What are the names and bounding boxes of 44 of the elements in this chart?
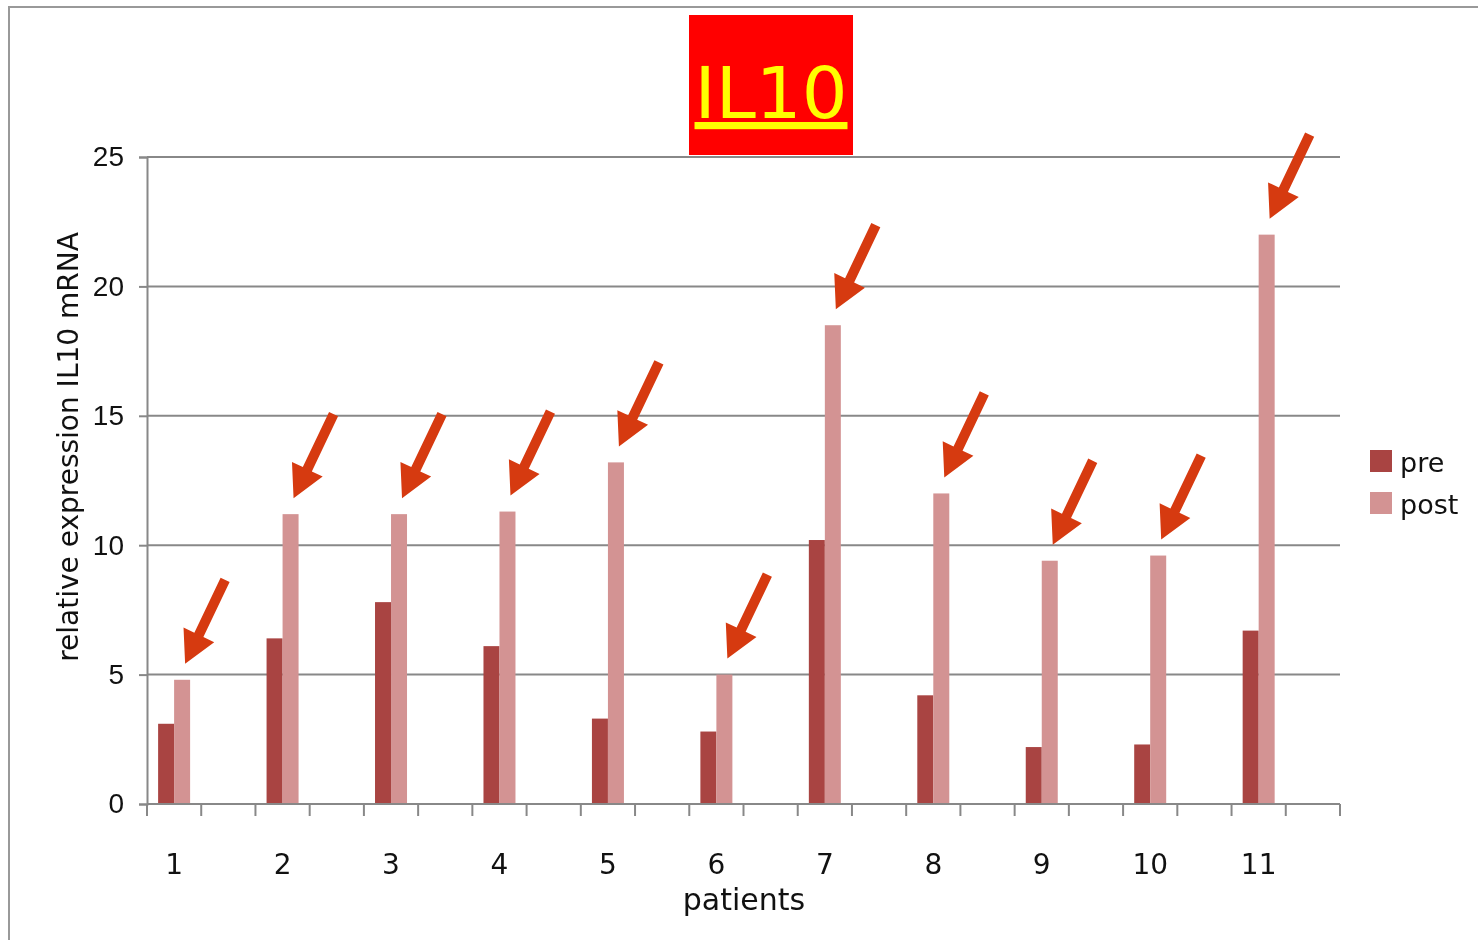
x-tick-label: 3 — [382, 848, 400, 881]
bar — [591, 718, 608, 804]
bar — [282, 514, 299, 804]
bar — [375, 602, 392, 804]
y-tick-label: 0 — [108, 788, 124, 820]
bar — [933, 493, 950, 804]
x-tick-label: 2 — [273, 848, 292, 881]
bar — [483, 646, 500, 804]
y-tick-label: 5 — [108, 659, 124, 691]
legend-label: post — [1400, 489, 1459, 520]
y-tick-label: 20 — [92, 270, 124, 302]
x-tick-label: 11 — [1240, 848, 1277, 881]
bar — [158, 723, 175, 804]
x-tick-label: 7 — [815, 848, 834, 881]
bar — [700, 731, 717, 804]
x-tick-label: 4 — [490, 848, 509, 881]
bar — [1150, 555, 1167, 804]
x-tick-label: 10 — [1132, 848, 1169, 881]
bar — [499, 511, 516, 804]
bar — [266, 638, 283, 804]
bar — [716, 674, 733, 804]
y-axis-title: relative expression IL10 mRNA — [52, 232, 85, 662]
bar — [917, 695, 934, 804]
bar — [808, 540, 825, 804]
chart-title: IL10 — [694, 51, 848, 135]
bar — [824, 325, 841, 804]
x-tick-label: 5 — [599, 848, 617, 881]
y-tick-label: 10 — [92, 529, 124, 561]
legend-label: pre — [1400, 447, 1445, 478]
x-axis-title: patients — [682, 882, 806, 917]
bar — [1041, 560, 1058, 804]
bar — [1134, 744, 1151, 804]
x-tick-label: 6 — [707, 848, 726, 881]
bar — [607, 462, 624, 804]
bar — [391, 514, 408, 804]
x-tick-label: 9 — [1032, 848, 1051, 881]
bar — [174, 679, 191, 804]
bar — [1242, 630, 1259, 804]
y-tick-label: 25 — [92, 141, 124, 173]
x-tick-label: 1 — [165, 848, 184, 881]
bar — [1025, 747, 1042, 804]
x-tick-label: 8 — [924, 848, 943, 881]
bar — [1258, 234, 1275, 804]
y-tick-label: 15 — [92, 400, 124, 432]
